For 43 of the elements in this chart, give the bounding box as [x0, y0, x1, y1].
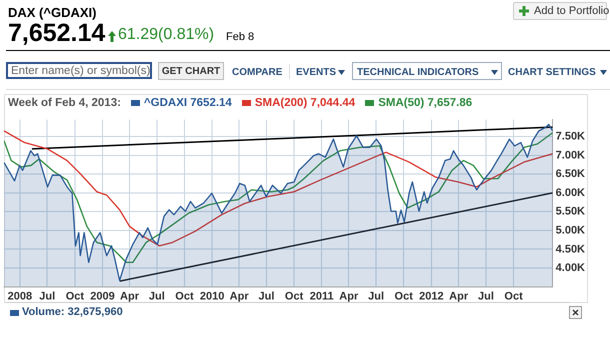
- y-tick-label: 5.50K: [556, 206, 586, 218]
- y-tick-label: 7.00K: [556, 149, 586, 162]
- text: TECHNICAL INDICATORS: [357, 67, 479, 78]
- x-tick-label: 2011: [310, 290, 334, 302]
- x-tick-label: Oct: [175, 290, 194, 302]
- x-tick-label: 2012: [419, 290, 444, 302]
- legend-label: SMA(200) 7,044.44: [254, 97, 356, 109]
- text: Feb 8: [226, 31, 254, 43]
- legend-label: ^GDAXI 7652.14: [144, 97, 232, 109]
- x-tick-label: Oct: [284, 290, 304, 302]
- x-tick-label: Apr: [120, 290, 140, 302]
- legend-label: SMA(50) 7,657.86: [378, 97, 472, 109]
- x-tick-label: Jul: [258, 290, 274, 302]
- y-tick-label: 5.00K: [556, 224, 586, 236]
- legend-title: Week of Feb 4, 2013:: [8, 97, 121, 109]
- text: EVENTS: [296, 67, 336, 78]
- text: 7,652.14: [8, 19, 106, 48]
- text: GET CHART: [158, 62, 224, 80]
- text: 61.29(0.81%): [118, 26, 214, 44]
- text: COMPARE: [232, 67, 282, 78]
- x-tick-label: Apr: [339, 290, 359, 302]
- x-tick-label: Jul: [39, 290, 56, 302]
- x-tick-label: Oct: [66, 290, 84, 302]
- x-tick-label: 2008: [8, 290, 32, 302]
- x-tick-label: Oct: [394, 290, 414, 302]
- x-tick-label: 2009: [90, 290, 115, 302]
- x-tick-label: Jul: [478, 290, 494, 302]
- x-tick-label: Jul: [148, 290, 165, 302]
- text: Enter name(s) or symbol(s): [6, 62, 152, 79]
- y-tick-label: 4.00K: [556, 262, 586, 274]
- x-tick-label: 2010: [200, 290, 224, 302]
- y-tick-label: 6.50K: [556, 168, 586, 180]
- x-tick-label: Jul: [368, 290, 384, 302]
- y-tick-label: 7.50K: [556, 130, 586, 143]
- text: CHART SETTINGS: [508, 67, 596, 78]
- text: Add to Portfolio: [534, 5, 610, 17]
- y-tick-label: 4.50K: [556, 243, 586, 256]
- x-tick-label: Oct: [504, 290, 524, 302]
- x-tick-label: Apr: [230, 290, 250, 302]
- chart-title: DAX (^GDAXI): [8, 5, 96, 20]
- text: Volume: 32,675,960: [22, 306, 123, 318]
- x-tick-label: Apr: [449, 290, 469, 302]
- y-tick-label: 6.00K: [556, 186, 586, 199]
